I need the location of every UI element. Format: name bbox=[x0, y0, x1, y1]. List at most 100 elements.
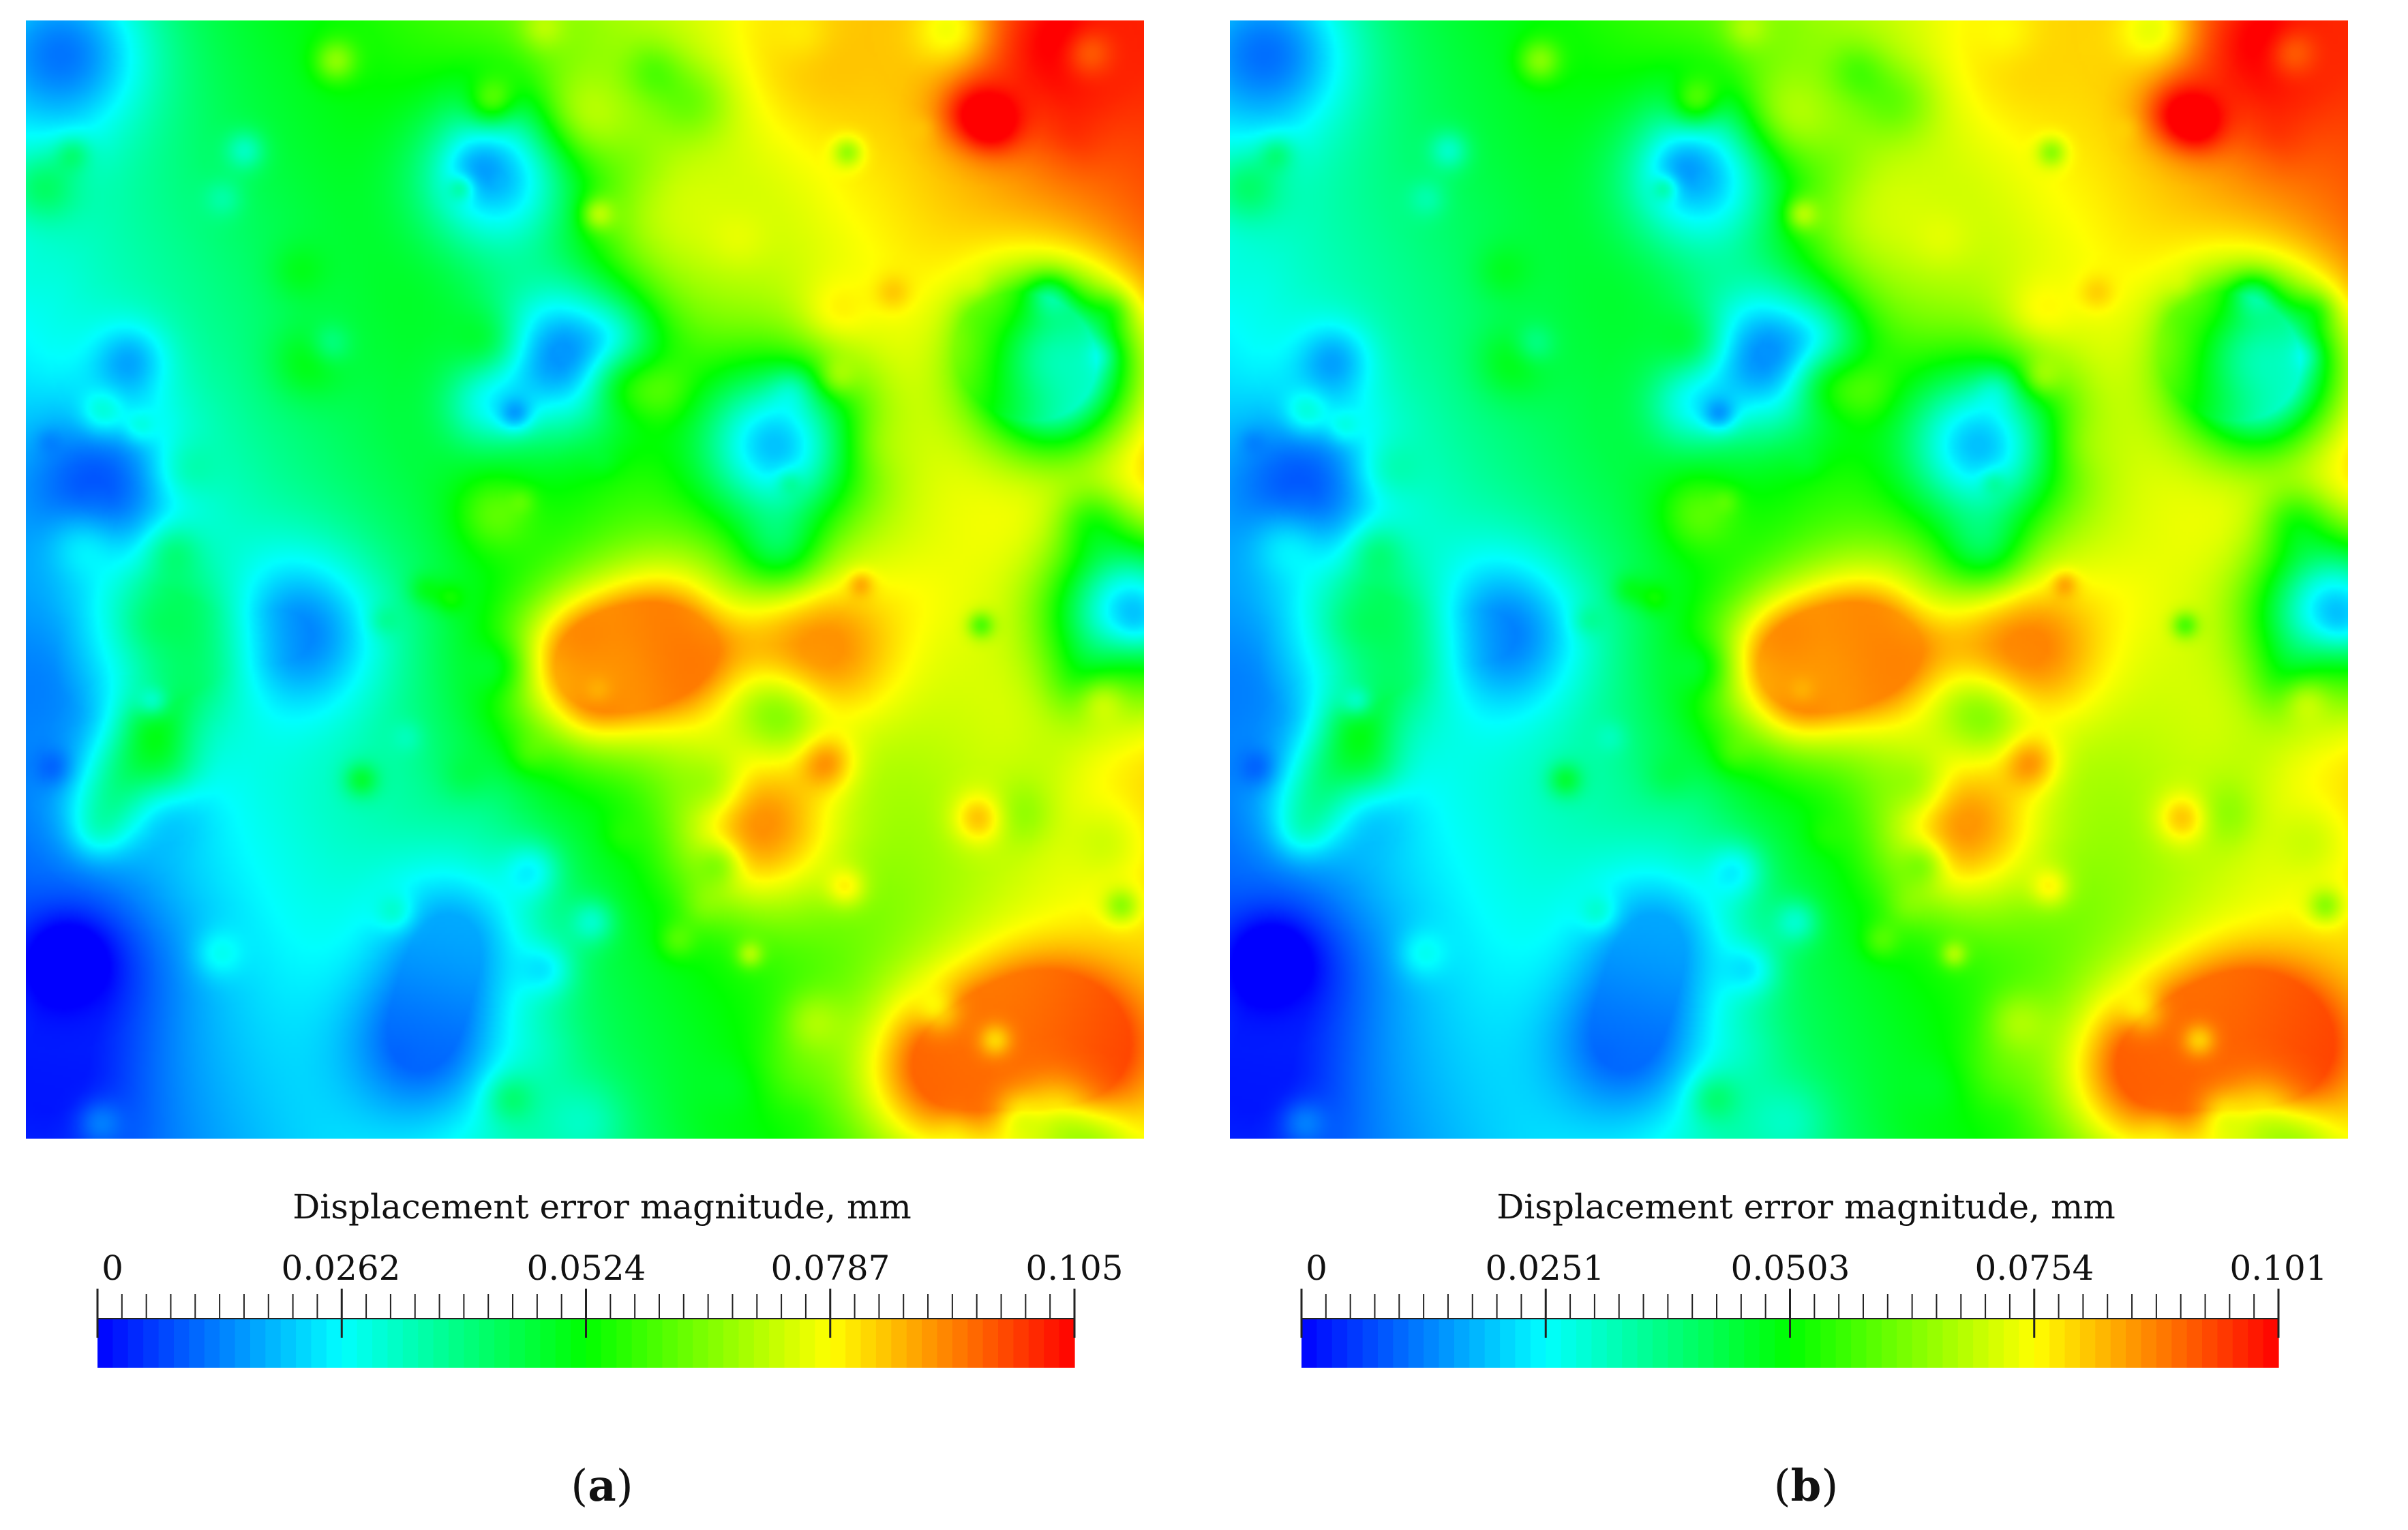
colorbar-swatch bbox=[1881, 1319, 1897, 1368]
heatmap-a bbox=[26, 20, 1144, 1139]
colorbar-swatch bbox=[250, 1319, 266, 1368]
colorbar-swatch bbox=[235, 1319, 251, 1368]
colorbar-swatch bbox=[1897, 1319, 1913, 1368]
colorbar-swatch bbox=[616, 1319, 633, 1368]
colorbar-swatch bbox=[967, 1319, 984, 1368]
colorbar-swatch bbox=[738, 1319, 755, 1368]
panel-b: Displacement error magnitude, mm 0 0.025… bbox=[1204, 0, 2408, 1530]
colorbar-swatch bbox=[464, 1319, 480, 1368]
colorbar-swatch bbox=[1927, 1319, 1944, 1368]
colorbar-swatch bbox=[555, 1319, 571, 1368]
colorbar-swatch bbox=[2263, 1319, 2279, 1368]
colorbar-swatch bbox=[2003, 1319, 2019, 1368]
colorbar-swatch bbox=[753, 1319, 770, 1368]
colorbar-swatch bbox=[1637, 1319, 1653, 1368]
colorbar-title-a: Displacement error magnitude, mm bbox=[292, 1187, 912, 1227]
colorbar-swatch bbox=[769, 1319, 785, 1368]
colorbar-swatch bbox=[1668, 1319, 1684, 1368]
colorbar-swatch bbox=[112, 1319, 129, 1368]
colorbar-swatch bbox=[97, 1319, 113, 1368]
colorbar-tick-label-b-3: 0.0754 bbox=[1974, 1248, 2094, 1288]
colorbar-swatch bbox=[1393, 1319, 1409, 1368]
colorbar-tick-label-b-2: 0.0503 bbox=[1730, 1248, 1850, 1288]
colorbar-swatch bbox=[1576, 1319, 1593, 1368]
colorbar-swatch bbox=[2126, 1319, 2142, 1368]
colorbar-swatch bbox=[1469, 1319, 1486, 1368]
colorbar-swatch bbox=[509, 1319, 526, 1368]
colorbar-a bbox=[96, 1289, 1076, 1368]
colorbar-swatch bbox=[1530, 1319, 1546, 1368]
colorbar-swatch bbox=[2095, 1319, 2111, 1368]
colorbar-swatch bbox=[540, 1319, 556, 1368]
colorbar-swatch bbox=[2171, 1319, 2188, 1368]
colorbar-swatch bbox=[143, 1319, 160, 1368]
colorbar-swatch bbox=[2232, 1319, 2248, 1368]
colorbar-swatch bbox=[1973, 1319, 1989, 1368]
colorbar-swatch bbox=[1728, 1319, 1745, 1368]
colorbar-swatch bbox=[815, 1319, 831, 1368]
colorbar-swatch bbox=[479, 1319, 495, 1368]
colorbar-tick-label-b-1: 0.0251 bbox=[1485, 1248, 1605, 1288]
colorbar-swatch bbox=[357, 1319, 373, 1368]
colorbar-tick-label-a-4: 0.105 bbox=[1025, 1248, 1124, 1288]
colorbar-swatch bbox=[265, 1319, 282, 1368]
colorbar-swatch bbox=[1044, 1319, 1060, 1368]
colorbar-swatch bbox=[586, 1319, 602, 1368]
colorbar-swatch bbox=[1912, 1319, 1928, 1368]
colorbar-swatch bbox=[1622, 1319, 1638, 1368]
colorbar-swatch bbox=[158, 1319, 175, 1368]
colorbar-swatch bbox=[326, 1319, 342, 1368]
colorbar-swatch bbox=[1316, 1319, 1333, 1368]
colorbar-swatch bbox=[2019, 1319, 2035, 1368]
colorbar-swatch bbox=[2141, 1319, 2157, 1368]
colorbar-tick-label-a-2: 0.0524 bbox=[526, 1248, 646, 1288]
colorbar-swatch bbox=[875, 1319, 892, 1368]
colorbar-swatch bbox=[693, 1319, 709, 1368]
colorbar-swatch bbox=[433, 1319, 449, 1368]
colorbar-swatch bbox=[524, 1319, 541, 1368]
colorbar-swatch bbox=[1805, 1319, 1821, 1368]
panel-label-b: (b) bbox=[1773, 1460, 1839, 1512]
colorbar-swatch bbox=[631, 1319, 648, 1368]
colorbar-swatch bbox=[372, 1319, 389, 1368]
panel-a: Displacement error magnitude, mm 0 0.026… bbox=[26, 20, 1144, 1512]
colorbar-swatch bbox=[571, 1319, 587, 1368]
colorbar-swatch bbox=[708, 1319, 724, 1368]
colorbar-tick-label-a-0: 0 bbox=[102, 1248, 123, 1288]
colorbar-swatch bbox=[280, 1319, 297, 1368]
colorbar-swatch bbox=[2186, 1319, 2203, 1368]
colorbar-swatch bbox=[1957, 1319, 1974, 1368]
colorbar-swatch bbox=[1744, 1319, 1760, 1368]
colorbar-b bbox=[1300, 1289, 2280, 1368]
colorbar-swatch bbox=[448, 1319, 464, 1368]
colorbar-swatch bbox=[1851, 1319, 1867, 1368]
colorbar-swatch bbox=[189, 1319, 205, 1368]
colorbar-swatch bbox=[937, 1319, 953, 1368]
colorbar-swatch bbox=[2034, 1319, 2050, 1368]
colorbar-swatch bbox=[1683, 1319, 1699, 1368]
colorbar-swatch bbox=[1790, 1319, 1806, 1368]
colorbar-swatch bbox=[1942, 1319, 1959, 1368]
colorbar-swatch bbox=[342, 1319, 358, 1368]
colorbar-swatch bbox=[1484, 1319, 1501, 1368]
colorbar-swatch bbox=[1546, 1319, 1562, 1368]
colorbar-swatch bbox=[952, 1319, 968, 1368]
colorbar-swatch bbox=[1759, 1319, 1775, 1368]
colorbar-swatch bbox=[1331, 1319, 1348, 1368]
colorbar-tick-label-b-4: 0.101 bbox=[2229, 1248, 2328, 1288]
colorbar-swatch bbox=[1591, 1319, 1608, 1368]
colorbar-swatch bbox=[1561, 1319, 1577, 1368]
colorbar-swatch bbox=[204, 1319, 220, 1368]
colorbar-swatch bbox=[998, 1319, 1014, 1368]
colorbar-swatch bbox=[1775, 1319, 1791, 1368]
colorbar-swatch bbox=[2217, 1319, 2233, 1368]
colorbar-swatch bbox=[1866, 1319, 1882, 1368]
colorbar-swatch bbox=[1515, 1319, 1531, 1368]
colorbar-swatch bbox=[601, 1319, 617, 1368]
colorbar-swatch bbox=[2248, 1319, 2264, 1368]
colorbar-swatch bbox=[891, 1319, 907, 1368]
heatmap-b bbox=[1230, 20, 2348, 1139]
colorbar-swatch bbox=[647, 1319, 663, 1368]
colorbar-swatch bbox=[1028, 1319, 1044, 1368]
colorbar-swatch bbox=[784, 1319, 800, 1368]
